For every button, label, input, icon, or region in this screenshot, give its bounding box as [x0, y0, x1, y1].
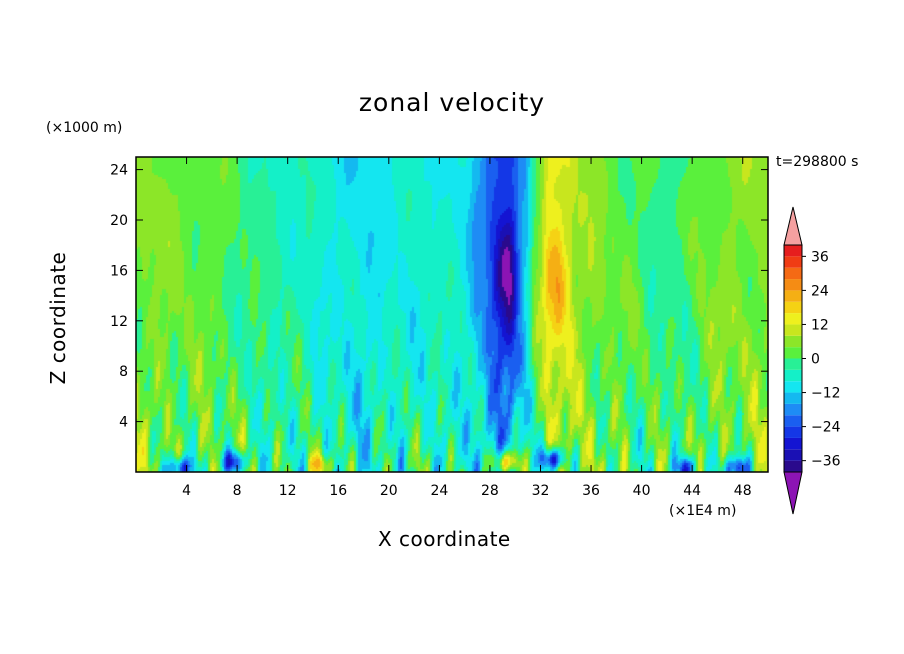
colorbar-box: [784, 245, 802, 257]
y-axis: 4 8 12 16 20 24: [110, 163, 768, 431]
colorbar-box: [784, 403, 802, 416]
colorbar-box: [784, 267, 802, 280]
y-tick-label: 8: [119, 364, 128, 380]
x-tick-label: 36: [582, 483, 600, 499]
colorbar-box: [784, 381, 802, 393]
colorbar-high-extension: [783, 206, 803, 246]
colorbar-tick-label: −24: [811, 420, 841, 436]
x-tick-label: 8: [233, 483, 242, 499]
colorbar-box: [784, 279, 802, 291]
x-tick-label: 4: [182, 483, 191, 499]
x-tick-label: 12: [279, 483, 297, 499]
colorbar-tick-label: 24: [811, 283, 829, 299]
time-label: t=298800 s: [776, 154, 859, 170]
x-tick-label: 32: [532, 483, 550, 499]
x-tick-label: 20: [380, 483, 398, 499]
colorbar-box: [784, 415, 802, 427]
x-axis: 4 8 12 16 20 24 28 32 36 40 44 48: [182, 157, 752, 499]
x-tick-label: 48: [734, 483, 752, 499]
colorbar: −36 −24 −12 0 12 24 36: [783, 206, 841, 515]
colorbar-box: [784, 313, 802, 325]
colorbar-box: [784, 369, 802, 382]
x-tick-label: 28: [481, 483, 499, 499]
y-tick-label: 16: [110, 263, 128, 279]
colorbar-tick-label: −12: [811, 386, 841, 402]
colorbar-box: [784, 290, 802, 302]
colorbar-box: [784, 335, 802, 348]
colorbar-box: [784, 449, 802, 461]
x-tick-label: 24: [430, 483, 448, 499]
y-axis-unit-label: (×1000 m): [46, 120, 123, 136]
colorbar-box: [784, 426, 802, 438]
y-tick-label: 20: [110, 213, 128, 229]
x-tick-label: 44: [683, 483, 701, 499]
colorbar-box: [784, 358, 802, 370]
y-tick-label: 12: [110, 314, 128, 330]
x-axis-label: X coordinate: [378, 527, 511, 551]
colorbar-box: [784, 437, 802, 450]
chart-title: zonal velocity: [358, 88, 546, 117]
x-tick-label: 40: [633, 483, 651, 499]
x-tick-label: 16: [329, 483, 347, 499]
colorbar-box: [784, 460, 802, 472]
colorbar-low-extension: [783, 471, 803, 515]
colorbar-box: [784, 256, 802, 268]
colorbar-box: [784, 324, 802, 336]
plot-frame: [135, 156, 769, 473]
colorbar-tick-label: 0: [811, 352, 820, 368]
colorbar-box: [784, 392, 802, 404]
colorbar-tick-label: 12: [811, 317, 829, 333]
y-tick-label: 4: [119, 415, 128, 431]
colorbar-box: [784, 347, 802, 359]
colorbar-tick-label: −36: [811, 454, 841, 470]
colorbar-tick-label: 36: [811, 249, 829, 265]
colorbar-box: [784, 301, 802, 314]
contour-field: [136, 157, 768, 472]
x-axis-unit-label: (×1E4 m): [669, 503, 737, 519]
y-tick-label: 24: [110, 163, 128, 179]
